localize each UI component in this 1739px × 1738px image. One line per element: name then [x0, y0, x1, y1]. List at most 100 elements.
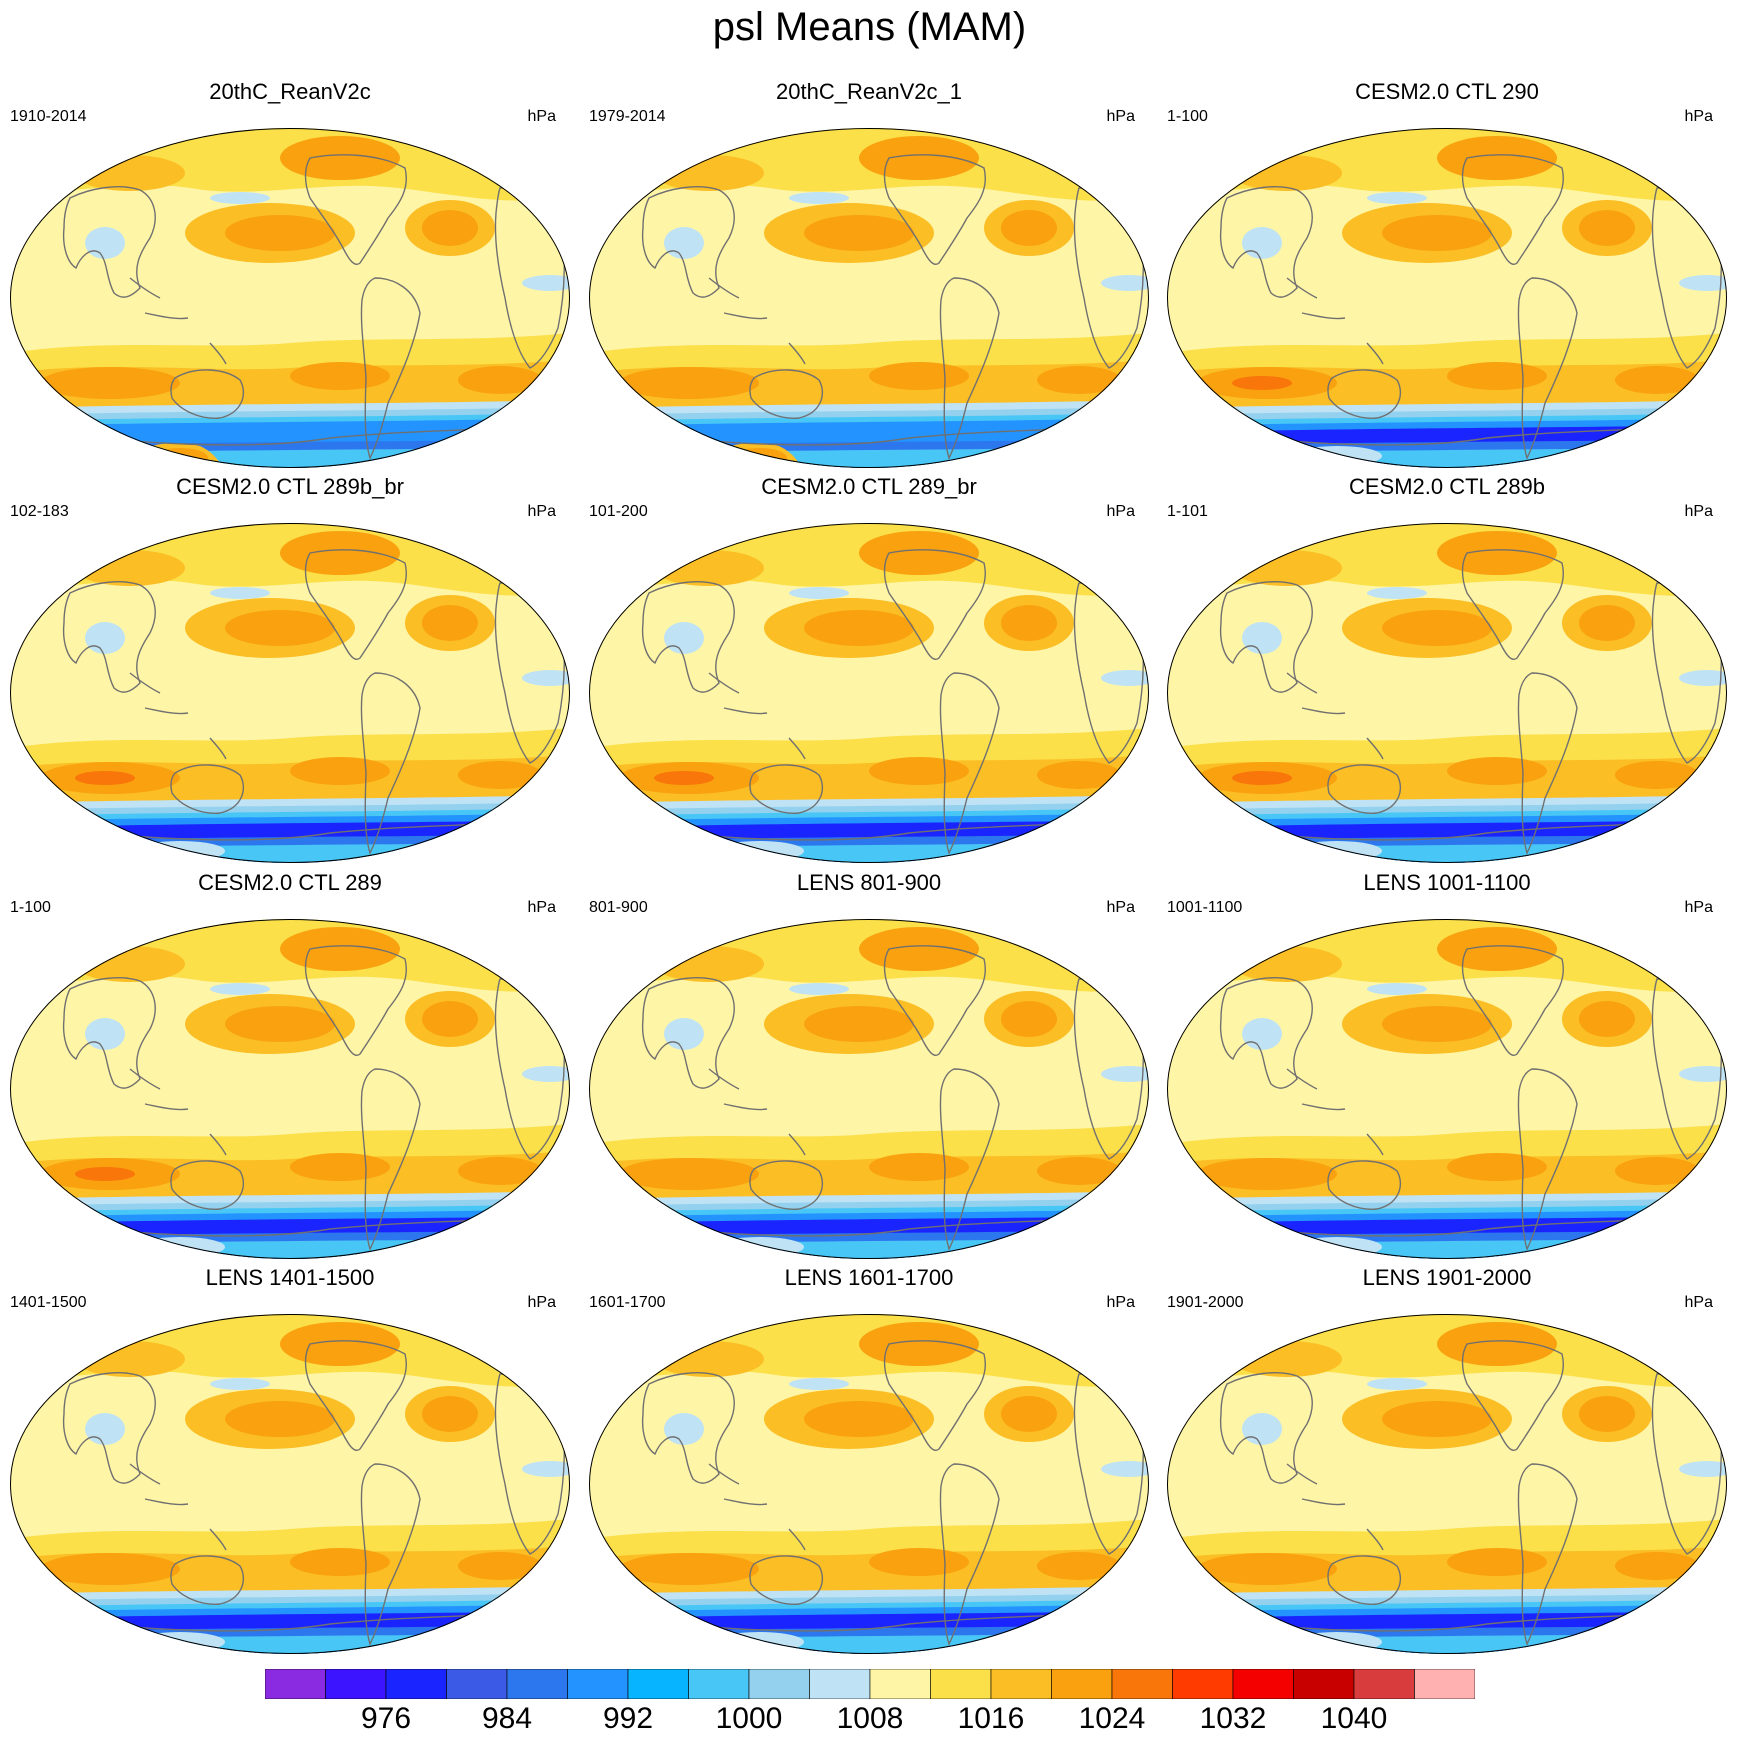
panel-map	[589, 128, 1149, 468]
map-frame	[1167, 523, 1727, 863]
asian-low	[1242, 1018, 1282, 1050]
coastline-3	[360, 672, 421, 855]
south-pacific-high	[1447, 362, 1547, 390]
colorbar-box	[930, 1669, 992, 1699]
map-panel: LENS 1401-1500 1401-1500 hPa	[0, 1264, 580, 1660]
map-frame	[10, 919, 570, 1259]
coastline-2	[304, 549, 407, 660]
coastline-0	[641, 581, 735, 693]
panel-title: LENS 1601-1700	[784, 1265, 954, 1290]
arctic-high	[859, 1322, 979, 1366]
map-frame	[1167, 919, 1727, 1259]
colorbar-box	[567, 1669, 629, 1699]
panel-map	[10, 919, 570, 1259]
antarctic-light-patch	[1292, 1632, 1382, 1652]
aleutian-low	[1367, 1378, 1427, 1390]
panel-units: hPa	[1684, 899, 1713, 916]
arctic-high	[280, 927, 400, 971]
south-indian-high	[40, 1553, 180, 1585]
panel-years: 1-100	[1167, 108, 1208, 125]
north-pacific-high	[225, 610, 335, 646]
panel-title: CESM2.0 CTL 289_br	[761, 474, 977, 499]
arctic-high	[1437, 1322, 1557, 1366]
panel-units: hPa	[1684, 108, 1713, 125]
south-atlantic-high	[1615, 761, 1699, 789]
map-panel: LENS 801-900 801-900 hPa	[579, 869, 1159, 1265]
south-atlantic-high	[1615, 1157, 1699, 1185]
south-pacific-high	[869, 757, 969, 785]
south-indian-high-core	[75, 771, 135, 785]
asian-low	[664, 1413, 704, 1445]
colorbar-tick-label: 976	[360, 1702, 412, 1735]
southern-trough-band-6	[1167, 447, 1727, 468]
panel-units: hPa	[1684, 1294, 1713, 1311]
panel-title: LENS 1001-1100	[1363, 870, 1531, 895]
south-indian-high	[1197, 1553, 1337, 1585]
colorbar-box	[748, 1669, 810, 1699]
siberian-high	[654, 946, 764, 982]
south-atlantic-high	[1037, 366, 1121, 394]
siberian-high	[75, 1341, 185, 1377]
map-panel: LENS 1901-2000 1901-2000 hPa	[1157, 1264, 1737, 1660]
colorbar-box	[1172, 1669, 1234, 1699]
south-pacific-high	[869, 362, 969, 390]
coastline-0	[641, 977, 735, 1089]
asian-low	[664, 227, 704, 259]
antarctic-light-patch	[135, 841, 225, 861]
asian-low	[1242, 1413, 1282, 1445]
siberian-high	[1232, 946, 1342, 982]
panel-years: 1-100	[10, 899, 51, 916]
asian-low	[1242, 227, 1282, 259]
asian-low	[664, 622, 704, 654]
map-panel: CESM2.0 CTL 289b_br 102-183 hPa	[0, 473, 580, 869]
colorbar-box	[385, 1669, 447, 1699]
panel-map	[1167, 128, 1727, 468]
map-panel: CESM2.0 CTL 289b 1-101 hPa	[1157, 473, 1737, 869]
coastline-1	[749, 369, 824, 419]
map-panel: CESM2.0 CTL 289_br 101-200 hPa	[579, 473, 1159, 869]
colorbar-box	[809, 1669, 871, 1699]
south-indian-high	[40, 367, 180, 399]
coastline-2	[304, 1340, 407, 1451]
azores-high	[1579, 210, 1635, 246]
south-pacific-high	[290, 362, 390, 390]
coastline-2	[304, 154, 407, 265]
asian-low	[85, 1413, 125, 1445]
azores-high	[1001, 210, 1057, 246]
colorbar-tick-label: 1000	[715, 1702, 783, 1735]
southern-trough-band-6	[10, 447, 570, 468]
panel-map	[10, 1314, 570, 1654]
coastline-2	[883, 549, 986, 660]
map-panel: 20thC_ReanV2c 1910-2014 hPa	[0, 78, 580, 474]
siberian-high	[75, 946, 185, 982]
south-atlantic-high	[458, 761, 542, 789]
aleutian-low	[789, 587, 849, 599]
coastline-1	[1327, 764, 1402, 814]
colorbar-box	[1353, 1669, 1415, 1699]
antarctic-light-patch	[135, 1237, 225, 1257]
coastline-1	[749, 1555, 824, 1605]
north-pacific-high	[804, 1401, 914, 1437]
coastline-6	[1286, 672, 1384, 760]
map-frame	[589, 128, 1149, 468]
coastline-0	[62, 977, 156, 1089]
asian-low	[664, 1018, 704, 1050]
coastline-0	[62, 581, 156, 693]
colorbar-box	[325, 1669, 387, 1699]
arctic-high	[1437, 136, 1557, 180]
south-indian-high-core	[1232, 771, 1292, 785]
south-indian-high	[619, 1553, 759, 1585]
aleutian-low	[1367, 192, 1427, 204]
colorbar-tick-label: 1024	[1078, 1702, 1146, 1735]
coastline-2	[883, 1340, 986, 1451]
coastline-3	[939, 1463, 1000, 1646]
north-pacific-high	[225, 1401, 335, 1437]
coastline-6	[1286, 1463, 1384, 1551]
map-frame	[1167, 1314, 1727, 1654]
coastline-2	[1461, 1340, 1564, 1451]
coastline-3	[1517, 672, 1578, 855]
colorbar-tick-label: 1032	[1199, 1702, 1267, 1735]
coastline-0	[62, 1372, 156, 1484]
north-pacific-high	[1382, 215, 1492, 251]
azores-high	[1001, 605, 1057, 641]
